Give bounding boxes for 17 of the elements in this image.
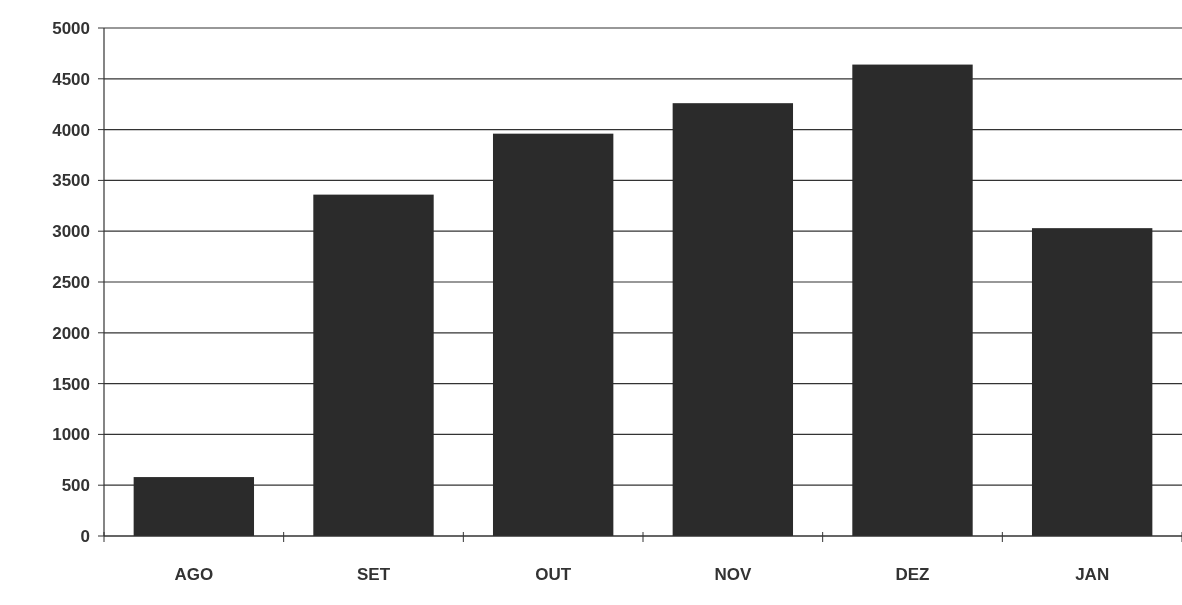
y-tick-label: 4000: [52, 120, 90, 140]
x-tick-label: AGO: [174, 565, 214, 584]
y-tick-label: 5000: [52, 18, 90, 38]
y-tick-label: 2000: [52, 323, 90, 343]
x-tick-label: NOV: [714, 565, 752, 584]
y-tick-label: 1500: [52, 374, 90, 394]
y-tick-label: 4500: [52, 69, 90, 89]
y-tick-label: 1000: [52, 425, 90, 445]
x-tick-label: OUT: [535, 565, 572, 584]
y-tick-label: 500: [61, 476, 90, 496]
y-tick-label: 0: [80, 526, 90, 546]
x-tick-label: DEZ: [895, 565, 930, 584]
x-tick-label: JAN: [1075, 565, 1110, 584]
x-tick-label: SET: [356, 565, 391, 584]
y-tick-label: 3000: [52, 222, 90, 242]
y-tick-label: 2500: [52, 272, 90, 292]
y-tick-label: 3500: [52, 171, 90, 191]
